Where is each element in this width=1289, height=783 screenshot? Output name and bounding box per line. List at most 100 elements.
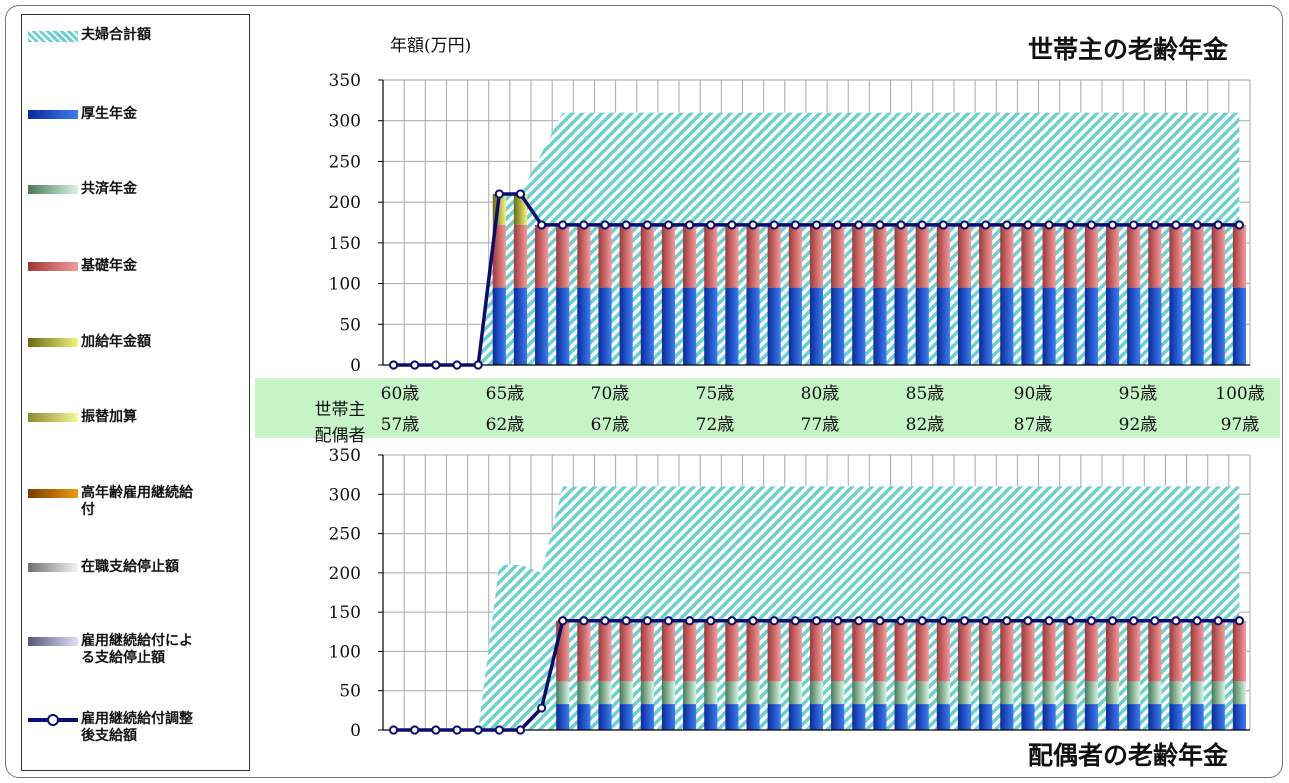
adjusted-point [727,220,737,230]
bar-kiso [894,224,908,288]
bar-kiso [704,224,718,288]
bar-kiso [936,620,950,682]
chart-title-head: 世帯主の老齢年金 [1028,35,1229,64]
bar-kyosai [640,681,654,705]
legend-label: 高年齢雇用継続給 付 [81,485,193,518]
bar-kosei [1148,704,1162,730]
bar-kosei [1190,287,1204,365]
adjusted-point [515,725,526,735]
bar-kiso [492,224,506,288]
adjusted-point [600,220,610,230]
bar-kosei [936,287,950,365]
y-tick-label: 0 [350,721,361,741]
bar-kosei [767,287,781,365]
bar-kiso [1148,620,1162,682]
bar-kosei [1000,287,1014,365]
adjusted-point [1129,220,1139,230]
adjusted-point [769,220,779,230]
bar-kosei [619,287,633,365]
bar-kiso [957,620,972,682]
bar-kosei [894,287,908,365]
adjusted-point [938,616,948,626]
adjusted-point [959,616,970,626]
adjusted-point [1107,616,1118,626]
adjusted-point [600,616,610,626]
adjusted-point [706,220,716,230]
adjusted-point [558,616,568,626]
bar-kiso [598,224,612,288]
bar-kiso [1063,224,1077,288]
adjusted-point [981,220,991,230]
legend-swatch-kosei [28,110,78,119]
bar-kiso [746,620,760,682]
legend-item-kyosai: 共済年金 [28,181,248,198]
adjusted-point [1129,616,1139,626]
bar-kiso [957,224,972,288]
head-age-label: 95歳 [1119,384,1158,404]
bar-kyosai [936,681,950,705]
legend: 夫婦合計額 厚生年金 共済年金 基礎年金 加給年金額 振替加算 高年齢雇用継続給 付在職支給… [21,14,250,771]
bar-kiso [683,224,697,288]
bar-kiso [598,620,612,682]
bar-kosei [1000,704,1014,730]
adjusted-point [410,360,420,370]
adjusted-point [1002,220,1012,230]
y-tick-label: 0 [350,356,361,376]
bar-kiso [725,620,739,682]
bar-kyosai [1148,681,1162,705]
bar-kiso [1000,620,1014,682]
bar-kyosai [894,681,908,705]
adjusted-point [1107,220,1118,230]
bar-kosei [1021,287,1035,365]
y-tick-label: 300 [329,112,361,132]
bar-kosei [1211,287,1225,365]
head-age-label: 65歳 [486,384,525,404]
adjusted-point [748,220,758,230]
adjusted-point [410,725,420,735]
bar-kosei [683,704,697,730]
bar-kiso [873,224,887,288]
bar-kosei [1084,287,1098,365]
bar-kiso [852,620,866,682]
bar-kiso [577,620,591,682]
legend-swatch-line-marker [28,711,78,728]
bar-kosei [809,287,824,365]
adjusted-point [1213,220,1223,230]
bar-kosei [979,287,993,365]
adjusted-point [388,725,399,735]
spouse-age-label: 87歳 [1014,415,1053,435]
bar-kyosai [979,681,993,705]
head-age-label: 75歳 [696,384,735,404]
legend-label: 基礎年金 [81,258,137,274]
adjusted-point [388,360,399,370]
bar-kiso [1190,224,1204,288]
head-age-label: 60歳 [381,384,420,404]
bar-kiso [661,224,676,288]
y-tick-label: 100 [329,275,361,295]
bar-kiso [556,620,570,682]
legend-swatch-kakyu [28,338,78,347]
adjusted-point [558,220,568,230]
bar-kiso [619,620,633,682]
y-tick-label: 250 [329,152,361,172]
adjusted-point [1065,616,1075,626]
adjusted-point [579,220,589,230]
bar-kyosai [1127,681,1141,705]
adjusted-point [811,220,822,230]
adjusted-point [473,360,483,370]
bar-kosei [1105,287,1120,365]
bar-kiso [1105,224,1120,288]
bar-kosei [746,704,760,730]
bar-kiso [1232,620,1246,682]
bar-kiso [1063,620,1077,682]
bar-kiso [873,620,887,682]
bar-kosei [1042,704,1056,730]
adjusted-point [811,616,822,626]
bar-kyosai [788,681,802,705]
spouse-age-label: 77歳 [801,415,840,435]
bar-kosei [873,287,887,365]
adjusted-point [473,725,483,735]
bar-kiso [556,224,570,288]
adjusted-point [875,220,885,230]
